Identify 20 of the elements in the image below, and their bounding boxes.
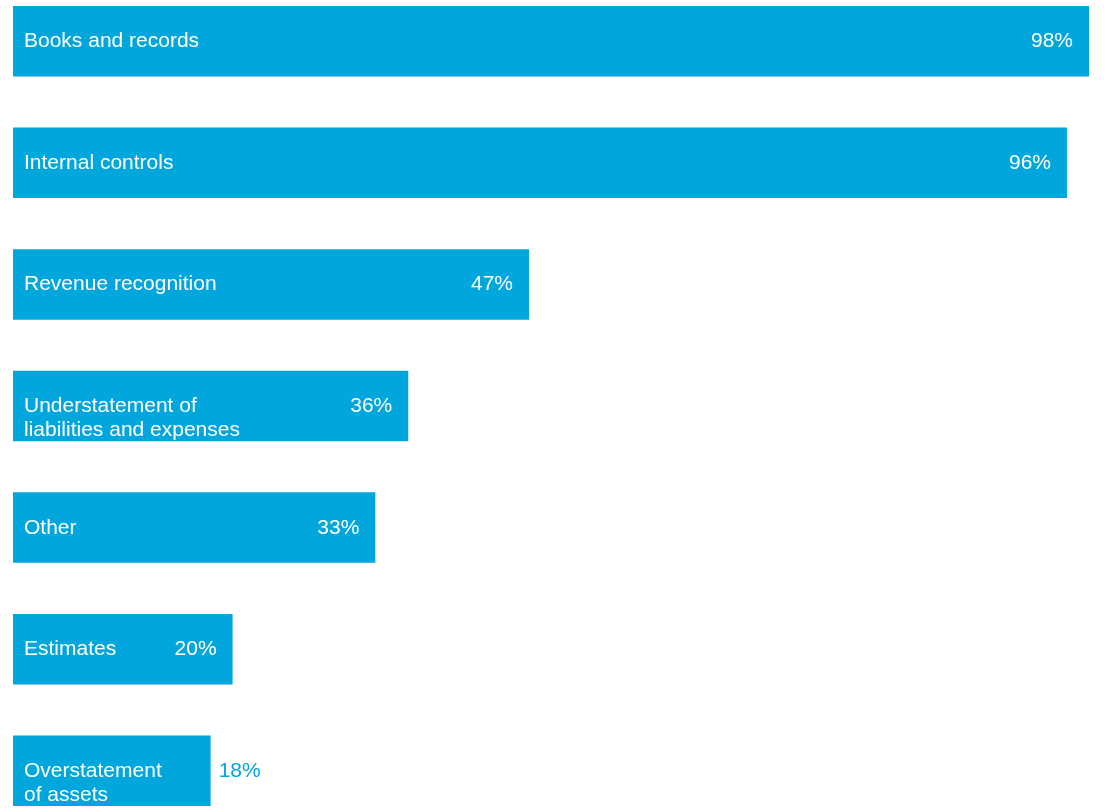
y-tick-label: Overstatement of assets (24, 757, 162, 805)
bar (13, 735, 211, 806)
y-tick-label: Estimates (24, 636, 117, 660)
bar (13, 6, 1089, 77)
y-tick-label: Understatement of liabilities and expenses (24, 393, 240, 441)
y-tick-label: Internal controls (24, 149, 174, 173)
data-label: 33% (317, 514, 360, 538)
data-label: 96% (1009, 149, 1052, 173)
data-label: 18% (218, 757, 261, 781)
y-tick-label: Books and records (24, 28, 200, 52)
y-tick-label: Revenue recognition (24, 271, 217, 295)
data-label: 20% (174, 636, 217, 660)
data-label: 47% (471, 271, 514, 295)
bar (13, 613, 233, 685)
data-label: 36% (350, 393, 393, 416)
bar (13, 127, 1068, 199)
y-tick-label: Other (24, 514, 77, 538)
data-label: 98% (1030, 28, 1073, 52)
bar (13, 249, 530, 320)
bar (13, 492, 376, 563)
